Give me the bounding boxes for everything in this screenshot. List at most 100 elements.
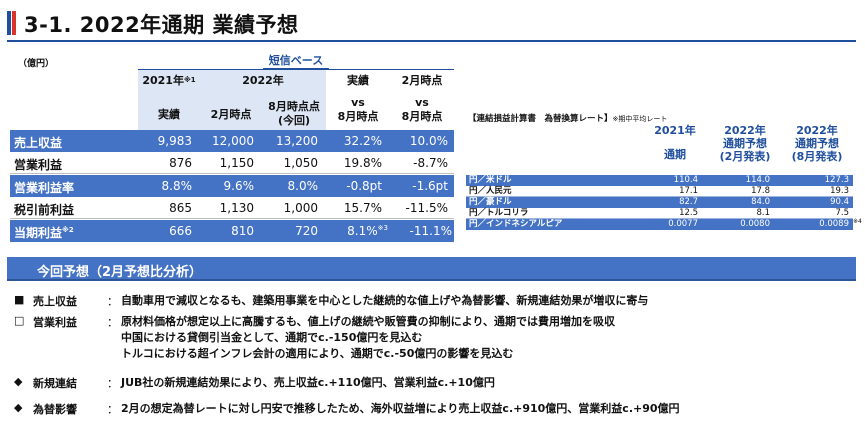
fx-row-label: 円／米ドル [469, 175, 512, 185]
fx-cell-aug: 19.3 [830, 186, 849, 196]
item-text: 2月の想定為替レートに対し円安で推移したため、海外収益増により売上収益c.+91… [121, 402, 680, 415]
cell-feb: 9.6% [223, 179, 255, 193]
item-colon: ： [107, 316, 118, 329]
item-colon: ： [107, 295, 118, 308]
fx-header-2022-aug: (8月発表) [791, 150, 843, 163]
cell-vs-actual: -0.8pt [346, 179, 382, 193]
cell-2021-actual: 8.8% [161, 179, 193, 193]
header-aug-current: (今回) [277, 114, 311, 127]
header-aug-vs-1: 8月時点 [337, 110, 379, 123]
fx-footnote-marker: ※4 [853, 218, 862, 225]
header-2021: 2021年※1 [142, 74, 196, 87]
table-row-net-profit: 当期利益※2 666 810 720 8.1%※3 -11.1% [10, 220, 454, 242]
cell-vs-feb: 10.0% [409, 134, 448, 148]
fx-caption: 【連結損益計算書 為替換算レート】※期中平均レート [468, 114, 668, 124]
table-row-revenue: 売上収益 9,983 12,000 13,200 32.2% 10.0% [10, 130, 454, 152]
diamond-bullet-icon: ◆ [14, 401, 23, 414]
fx-row-label: 円／人民元 [469, 186, 512, 196]
cell-feb: 12,000 [212, 134, 254, 148]
fx-row-idr: 円／インドネシアルピア 0.0077 0.0080 0.0089 [466, 219, 853, 230]
row-label: 営業利益 [14, 158, 63, 172]
row-label: 当期利益※2 [14, 226, 74, 240]
fx-header-2022-feb-year: 2022年 [724, 124, 766, 137]
fx-cell-aug: 7.5 [835, 208, 849, 218]
header-vs-1: vs [351, 96, 365, 109]
fx-cell-2021: 0.0077 [668, 219, 698, 229]
cell-2021-actual: 9,983 [157, 134, 192, 148]
fx-cell-aug: 0.0089 [819, 219, 849, 229]
fx-cell-2021: 17.1 [679, 186, 698, 196]
fx-cell-feb: 17.8 [751, 186, 770, 196]
fx-cell-aug: 127.3 [824, 175, 849, 185]
fx-cell-feb: 114.0 [745, 175, 770, 185]
cell-feb: 1,150 [219, 156, 254, 170]
unit-label: （億円） [18, 59, 55, 69]
header-feb: 2月時点 [210, 108, 252, 121]
item-text-line-2: 中国における貸倒引当金として、通期でc.-150億円を見込む [121, 331, 423, 344]
header-2021-actual: 実績 [158, 108, 180, 121]
title-accent-red [12, 11, 16, 35]
page-title: 3-1. 2022年通期 業績予想 [24, 13, 299, 37]
cell-vs-feb: -11.5% [405, 201, 448, 215]
fx-cell-feb: 84.0 [751, 197, 770, 207]
item-text-line-3: トルコにおける超インフレ会計の適用により、通期でc.-50億円の影響を見込む [121, 347, 514, 360]
fx-header-2022-aug-forecast: 通期予想 [795, 137, 839, 150]
square-filled-bullet-icon: ■ [14, 293, 25, 306]
row-label: 税引前利益 [14, 203, 75, 217]
item-colon: ： [107, 377, 118, 390]
cell-vs-feb: -1.6pt [412, 179, 448, 193]
item-label: 為替影響 [33, 403, 77, 416]
header-feb-vs: 2月時点 [401, 74, 443, 87]
table-row-operating-profit: 営業利益 876 1,150 1,050 19.8% -8.7% [10, 152, 454, 174]
fx-header-2021: 2021年 [654, 124, 696, 137]
header-vs-2: vs [415, 96, 429, 109]
cell-feb: 1,130 [219, 201, 254, 215]
title-bar: 3-1. 2022年通期 業績予想 [7, 9, 856, 42]
cell-feb: 810 [231, 224, 254, 238]
fx-cell-feb: 8.1 [756, 208, 770, 218]
fx-row-label: 円／豪ドル [469, 197, 512, 207]
fx-cell-aug: 90.4 [830, 197, 849, 207]
header-aug-vs-2: 8月時点 [401, 110, 443, 123]
fx-row-aud: 円／豪ドル 82.7 84.0 90.4 [466, 197, 853, 208]
item-text-line-1: 原材料価格が想定以上に高騰するも、値上げの継続や販管費の抑制により、通期では費用… [121, 315, 616, 328]
item-text: JUB社の新規連結効果により、売上収益c.+110億円、営業利益c.+10億円 [121, 376, 495, 389]
row-label: 営業利益率 [14, 181, 75, 195]
square-outline-bullet-icon: □ [14, 314, 25, 327]
item-label: 営業利益 [33, 316, 77, 329]
fx-row-usd: 円／米ドル 110.4 114.0 127.3 [466, 175, 853, 186]
fx-header-2022-aug-year: 2022年 [796, 124, 838, 137]
fx-row-label: 円／トルコリラ [469, 208, 529, 218]
title-accent-blue [7, 11, 11, 35]
row-label: 売上収益 [14, 136, 63, 150]
fx-cell-2021: 12.5 [679, 208, 698, 218]
cell-vs-actual: 15.7% [343, 201, 382, 215]
section-header: 今回予想（2月予想比分析） [7, 257, 856, 281]
header-aug: 8月時点点 [268, 100, 320, 113]
cell-aug: 1,050 [283, 156, 318, 170]
cell-aug: 13,200 [276, 134, 318, 148]
item-text: 自動車用で減収となるも、建築用事業を中心とした継続的な値上げや為替影響、新規連結… [121, 294, 649, 307]
item-colon: ： [107, 403, 118, 416]
fx-cell-feb: 0.0080 [740, 219, 770, 229]
table-row-operating-margin: 営業利益率 8.8% 9.6% 8.0% -0.8pt -1.6pt [10, 175, 454, 197]
section-title: 今回予想（2月予想比分析） [37, 265, 203, 280]
fx-row-label: 円／インドネシアルピア [469, 219, 563, 229]
fx-header-2022-feb-forecast: 通期予想 [723, 137, 767, 150]
item-label: 新規連結 [33, 377, 77, 390]
table-row-pretax-profit: 税引前利益 865 1,130 1,000 15.7% -11.5% [10, 197, 454, 219]
cell-2021-actual: 865 [169, 201, 192, 215]
header-2022: 2022年 [242, 74, 284, 87]
fx-header-2022-feb: (2月発表) [719, 150, 771, 163]
header-shade [138, 70, 326, 140]
fx-row-try: 円／トルコリラ 12.5 8.1 7.5 [466, 208, 853, 219]
fx-cell-2021: 110.4 [673, 175, 698, 185]
cell-aug: 720 [295, 224, 318, 238]
fx-header-2021-full: 通期 [664, 148, 686, 161]
cell-vs-actual: 32.2% [343, 134, 382, 148]
cell-2021-actual: 876 [169, 156, 192, 170]
cell-aug: 1,000 [283, 201, 318, 215]
title-rule [7, 40, 856, 42]
header-actual-vs: 実績 [347, 74, 369, 87]
cell-2021-actual: 666 [169, 224, 192, 238]
